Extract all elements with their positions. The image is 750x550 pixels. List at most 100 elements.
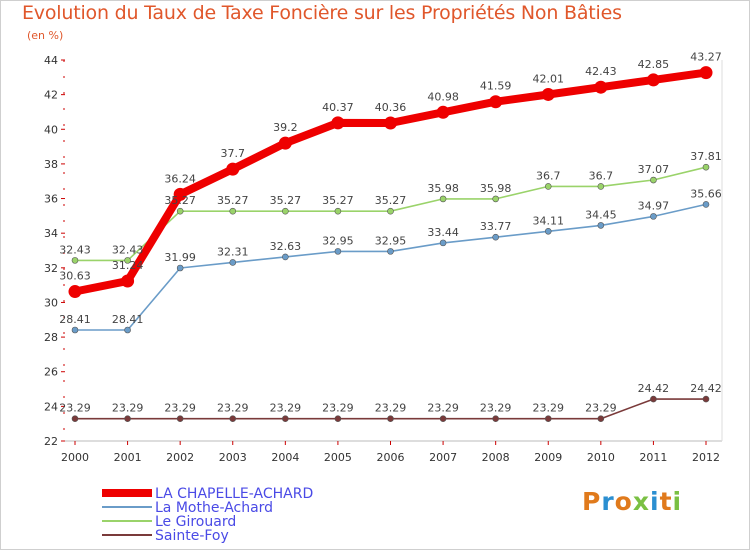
data-point <box>544 415 552 422</box>
data-label: 23.29 <box>480 402 512 415</box>
logo-letter: i <box>672 487 683 516</box>
legend-label: La Mothe-Achard <box>155 500 273 516</box>
data-point <box>702 163 710 171</box>
data-point <box>334 207 342 215</box>
data-label: 42.01 <box>533 72 565 85</box>
data-point <box>646 73 660 87</box>
data-label: 35.66 <box>690 187 722 200</box>
data-point <box>436 105 450 119</box>
data-label: 42.85 <box>638 58 670 71</box>
y-tick-label: 40 <box>44 123 58 136</box>
data-label: 35.27 <box>217 194 249 207</box>
logo-letter: t <box>659 487 673 516</box>
data-label: 24.42 <box>638 382 670 395</box>
data-point <box>384 116 397 130</box>
data-label: 34.45 <box>585 208 617 221</box>
data-point <box>282 415 289 422</box>
data-point <box>702 201 710 208</box>
data-label: 36.7 <box>589 169 614 182</box>
data-point <box>71 257 79 264</box>
x-tick-label: 2011 <box>639 451 667 464</box>
y-tick-label: 22 <box>44 435 58 448</box>
data-label: 23.29 <box>270 402 302 415</box>
legend-label: LA CHAPELLE-ACHARD <box>155 486 313 502</box>
data-label: 37.07 <box>638 163 670 176</box>
data-label: 23.29 <box>375 402 407 415</box>
data-label: 33.77 <box>480 220 512 233</box>
data-point <box>387 248 394 255</box>
data-point <box>176 415 184 422</box>
data-label: 40.37 <box>322 101 354 114</box>
y-axis-unit-label: (en %) <box>27 29 64 42</box>
legend-label: Sainte-Foy <box>155 528 229 544</box>
legend-item: LA CHAPELLE-ACHARD <box>102 486 313 502</box>
data-point <box>229 259 237 266</box>
data-point <box>544 183 552 190</box>
series-sainte-foy <box>71 395 710 422</box>
data-point <box>282 253 289 261</box>
data-point <box>282 207 289 215</box>
data-point <box>124 257 131 264</box>
series-line <box>74 203 707 331</box>
data-label: 32.43 <box>59 243 91 256</box>
data-label: 23.29 <box>217 402 249 415</box>
data-point <box>489 95 503 109</box>
data-point <box>439 239 447 247</box>
data-label: 32.31 <box>217 245 249 258</box>
logo-letter: i <box>650 487 660 516</box>
data-label: 23.29 <box>427 402 459 415</box>
x-tick-label: 2010 <box>587 451 615 464</box>
data-point <box>439 195 447 203</box>
series-le-girouard <box>71 163 710 264</box>
logo-letter: P <box>582 487 602 516</box>
data-point <box>229 207 237 215</box>
axes: 22 24 26 28 30 32 34 36 38 40 42 44 2000 2001 2002 2003… <box>44 54 723 464</box>
data-label: 32.63 <box>270 240 302 253</box>
data-point <box>650 395 657 403</box>
data-point <box>439 415 447 422</box>
data-point <box>68 285 82 299</box>
x-tick-label: 2012 <box>692 451 720 464</box>
data-point <box>541 87 555 101</box>
x-tick-label: 2003 <box>219 451 247 464</box>
logo-letter: x <box>632 487 650 516</box>
data-label: 31.99 <box>164 251 196 264</box>
data-point <box>331 116 345 130</box>
data-point <box>229 415 237 422</box>
data-label: 35.27 <box>270 194 302 207</box>
data-label: 23.29 <box>322 402 354 415</box>
data-point <box>71 326 79 334</box>
y-tick-label: 32 <box>44 262 58 275</box>
value-labels: 30.63 31.24 36.24 37.7 39.2 40.37 40.36 40.98 41… <box>59 51 722 415</box>
legend-item: Le Girouard <box>102 514 236 530</box>
data-label: 24.42 <box>690 382 722 395</box>
series-layer <box>68 66 713 422</box>
y-tick-label: 34 <box>44 227 58 240</box>
data-label: 36.24 <box>164 172 196 185</box>
data-point <box>124 415 131 422</box>
data-label: 42.43 <box>585 65 617 78</box>
series-la-chapelle-achard <box>68 66 713 299</box>
y-tick-label: 24 <box>44 400 58 413</box>
data-point <box>173 187 187 201</box>
data-label: 32.43 <box>112 243 144 256</box>
data-point <box>650 176 657 184</box>
x-tick-label: 2008 <box>482 451 510 464</box>
data-label: 35.27 <box>375 194 407 207</box>
legend-item: Sainte-Foy <box>102 528 229 544</box>
data-label: 37.81 <box>690 150 722 163</box>
legend-label: Le Girouard <box>155 514 236 530</box>
y-tick-label: 42 <box>44 89 58 102</box>
data-label: 40.98 <box>427 90 459 103</box>
data-label: 35.27 <box>164 194 196 207</box>
data-label: 31.24 <box>112 259 144 272</box>
chart-title: Evolution du Taux de Taxe Foncière sur l… <box>22 2 622 24</box>
logo-letter: o <box>614 487 633 516</box>
y-tick-label: 28 <box>44 331 58 344</box>
y-tick-label: 30 <box>44 296 58 309</box>
data-label: 36.7 <box>536 169 561 182</box>
data-label: 28.41 <box>59 313 91 326</box>
data-point <box>650 213 657 220</box>
data-label: 43.27 <box>690 51 722 64</box>
